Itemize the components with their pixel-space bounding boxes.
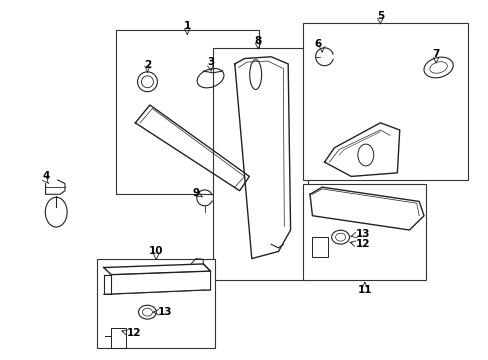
Bar: [302, 23, 467, 180]
Bar: [96, 258, 215, 348]
Text: 12: 12: [127, 328, 142, 338]
Bar: [213, 48, 307, 280]
Text: 3: 3: [206, 57, 214, 67]
Text: 12: 12: [355, 239, 370, 249]
Text: 9: 9: [192, 188, 199, 198]
Text: 8: 8: [254, 36, 261, 46]
Text: 7: 7: [431, 49, 439, 59]
Bar: [302, 184, 426, 280]
Bar: [116, 30, 259, 194]
Text: 11: 11: [357, 285, 371, 295]
Bar: [312, 237, 327, 257]
Text: 13: 13: [158, 307, 172, 317]
Text: 10: 10: [149, 247, 163, 256]
Text: 5: 5: [376, 11, 383, 21]
Text: 1: 1: [183, 21, 190, 31]
Text: 4: 4: [43, 171, 50, 181]
Text: 2: 2: [143, 60, 151, 70]
Text: 6: 6: [314, 39, 321, 49]
Bar: [110, 328, 126, 348]
Text: 13: 13: [355, 229, 370, 239]
